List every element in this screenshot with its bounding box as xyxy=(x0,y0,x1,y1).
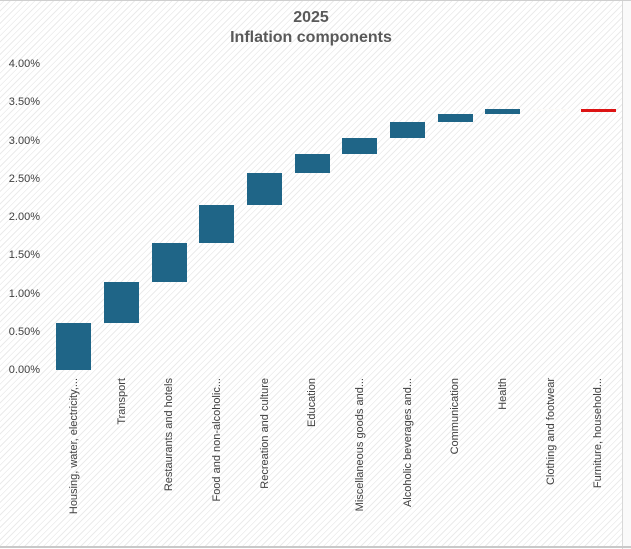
waterfall-bar xyxy=(104,282,139,323)
waterfall-bar xyxy=(390,122,425,139)
waterfall-bar xyxy=(580,109,616,113)
bottom-border-line xyxy=(0,546,631,548)
waterfall-bar xyxy=(294,154,330,173)
x-axis-category-label: Food and non-alcoholic... xyxy=(210,378,223,502)
y-axis-tick-label: 2.00% xyxy=(8,211,40,223)
y-axis-tick-label: 4.00% xyxy=(8,58,40,70)
chart-title-line1: 2025 xyxy=(293,9,329,26)
x-axis-category-label: Transport xyxy=(115,378,128,425)
y-axis-tick-label: 1.00% xyxy=(8,287,40,300)
waterfall-bar xyxy=(437,113,473,123)
x-axis-category-label: Restaurants and hotels xyxy=(163,378,176,492)
x-axis-category-label: Alcoholic beverages and... xyxy=(401,378,414,508)
y-axis-tick-label: 0.50% xyxy=(8,325,40,338)
waterfall-bar xyxy=(342,138,378,155)
waterfall-bar xyxy=(247,172,282,205)
x-axis-category-label: Furniture, household... xyxy=(592,378,605,489)
waterfall-bar xyxy=(485,109,521,114)
waterfall-bar xyxy=(199,204,235,243)
x-axis-category-label: Housing, water, electricity,... xyxy=(67,378,80,515)
waterfall-bar xyxy=(151,243,187,282)
x-axis-category-label: Communication xyxy=(449,378,462,455)
x-axis-category-label: Health xyxy=(496,378,509,410)
chart-title: 2025 Inflation components xyxy=(0,8,622,48)
x-axis-category-label: Clothing and footwear xyxy=(544,378,557,486)
y-axis-tick-label: 3.50% xyxy=(8,96,40,109)
y-axis-tick-label: 2.50% xyxy=(8,172,40,185)
y-axis-tick-label: 1.50% xyxy=(8,249,40,262)
x-axis-category-label: Education xyxy=(306,378,319,427)
x-axis-category-label: Miscellaneous goods and... xyxy=(353,378,366,512)
y-axis-tick-label: 0.00% xyxy=(8,364,40,376)
x-axis-category-label: Recreation and culture xyxy=(258,378,271,489)
waterfall-bar xyxy=(56,322,92,370)
waterfall-bar xyxy=(533,109,568,112)
right-margin-strip xyxy=(622,1,631,549)
y-axis-tick-label: 3.00% xyxy=(8,134,40,147)
chart-title-line2: Inflation components xyxy=(230,29,392,46)
